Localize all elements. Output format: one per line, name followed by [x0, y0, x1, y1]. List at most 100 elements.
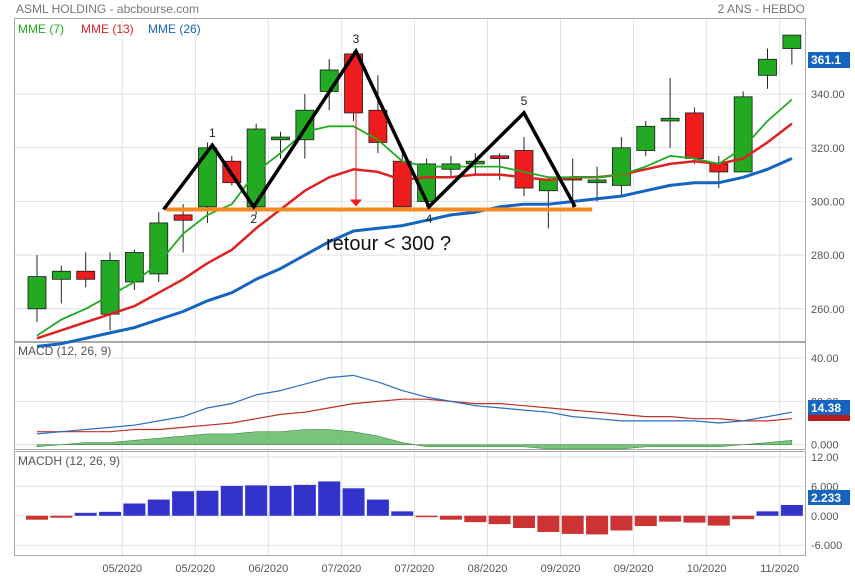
price-y-tick-label: 320.00: [811, 143, 845, 155]
candle-down: [490, 155, 510, 159]
chart-title: ASML HOLDING - abcbourse.com: [16, 2, 199, 16]
candle-down: [685, 112, 704, 159]
target-arrow-head: [349, 199, 362, 207]
macdh-bar-positive: [172, 491, 195, 516]
macdh-panel-frame: [14, 451, 806, 556]
macdh-bar-positive: [318, 481, 341, 516]
candle-up: [636, 125, 656, 151]
pattern-point-label-p4: 4: [426, 212, 433, 226]
candle-up: [295, 109, 315, 141]
macdh-y-tick-label: 0.000: [811, 511, 839, 523]
ema26-line: [36, 157, 793, 348]
macd-signal-line: [37, 398, 792, 433]
macdh-value: 2.233: [811, 491, 841, 505]
double-top-pattern-line: [162, 47, 577, 211]
x-tick-label: 09/2020: [541, 563, 581, 575]
candle-down: [173, 214, 193, 221]
macdh-bar-positive: [756, 511, 779, 516]
candle-down: [514, 150, 534, 189]
legend-ema13: MME (13): [81, 22, 134, 36]
period-label: 2 ANS - HEBDO: [718, 2, 805, 16]
candle-up: [782, 34, 802, 49]
macdh-bar-positive: [780, 504, 803, 516]
legend-ema26: MME (26): [148, 22, 201, 36]
macdh-badge: 2.233: [808, 490, 850, 505]
macdh-y-tick-label: 12.00: [811, 452, 839, 464]
candle-up: [417, 163, 437, 202]
macdh-bar-positive: [293, 484, 316, 516]
x-tick-label: 07/2020: [321, 563, 361, 575]
macdh-bar-positive: [220, 485, 243, 516]
macdh-bar-negative: [634, 515, 657, 527]
last-price-badge: 361.1: [808, 52, 850, 68]
macdh-bar-positive: [123, 503, 146, 516]
candle-down: [368, 109, 388, 143]
macdh-layer: [26, 481, 803, 535]
macd-line: [36, 374, 793, 435]
macdh-bar-positive: [74, 512, 97, 516]
candle-up: [100, 260, 120, 315]
pattern-point-label-p5: 5: [521, 94, 528, 108]
candle-up: [587, 179, 607, 184]
macd-y-tick-label: 0.000: [811, 440, 839, 452]
candle-up: [51, 270, 71, 280]
macdh-bar-positive: [196, 490, 219, 516]
signal-value-badge: [808, 415, 850, 421]
macdh-bar-negative: [415, 515, 438, 518]
ema7-line: [36, 98, 793, 337]
macdh-bar-positive: [269, 485, 292, 516]
x-tick-label: 11/2020: [760, 563, 799, 575]
pattern-point-label-p1: 1: [209, 126, 216, 140]
x-tick-label: 08/2020: [468, 563, 508, 575]
macdh-bar-positive: [245, 485, 268, 516]
macdh-bar-negative: [586, 515, 609, 535]
candle-down: [392, 160, 412, 208]
macd-panel-title: MACD (12, 26, 9): [18, 344, 111, 358]
macdh-y-tick-label: -6.000: [811, 540, 842, 552]
candle-up: [271, 136, 290, 141]
macdh-bar-positive: [147, 499, 170, 516]
x-tick-label: 05/2020: [102, 563, 142, 575]
macd-histogram-area: [36, 429, 793, 450]
macdh-panel-title: MACDH (12, 26, 9): [18, 454, 120, 468]
macdh-bar-positive: [99, 511, 122, 516]
candle-up: [246, 128, 266, 208]
candle-up: [660, 117, 680, 122]
x-tick-label: 09/2020: [614, 563, 654, 575]
legend-ema7: MME (7): [18, 22, 64, 36]
candle-up: [27, 276, 47, 310]
macdh-bar-negative: [537, 515, 560, 532]
pattern-layer: 1 2 3 4 5: [162, 32, 593, 226]
x-tick-label: 07/2020: [395, 563, 435, 575]
macdh-bar-negative: [513, 515, 535, 529]
pattern-point-label-p2: 2: [250, 212, 257, 226]
price-y-tick-label: 260.00: [811, 304, 845, 316]
macdh-bar-negative: [464, 515, 487, 523]
macdh-bar-positive: [366, 499, 389, 516]
macdh-bar-negative: [707, 515, 730, 526]
macdh-bar-negative: [732, 515, 755, 520]
macd-badges: 14.38: [808, 400, 850, 421]
macd-y-tick-label: 40.00: [811, 353, 839, 365]
candle-up: [149, 222, 169, 275]
macdh-bar-positive: [342, 488, 365, 516]
macdh-bar-positive: [391, 511, 414, 516]
macd-value-badge: [808, 400, 850, 415]
macdh-bar-negative: [488, 515, 511, 525]
macdh-bar-negative: [561, 515, 584, 534]
candle-up: [538, 179, 558, 192]
x-tick-label: 05/2020: [175, 563, 215, 575]
macdh-bar-negative: [439, 515, 462, 520]
candle-up: [198, 147, 217, 208]
candle-up: [612, 147, 631, 186]
macd-layer: [36, 374, 793, 450]
candle-up: [733, 96, 753, 173]
price-y-tick-label: 340.00: [811, 89, 845, 101]
macd-panel-frame: [14, 342, 806, 450]
macdh-bar-negative: [659, 515, 682, 522]
annotation-comment: retour < 300 ?: [326, 233, 451, 255]
x-tick-label: 06/2020: [248, 563, 288, 575]
macd-value: 14.38: [811, 401, 841, 415]
macdh-bar-negative: [26, 515, 48, 520]
